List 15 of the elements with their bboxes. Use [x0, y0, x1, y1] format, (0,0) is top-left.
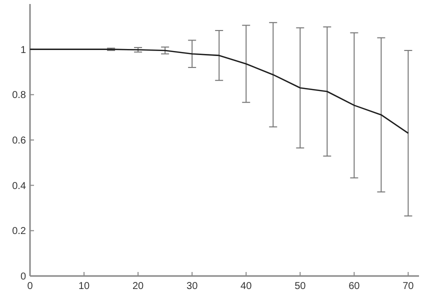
y-tick-label: 0.6 [12, 136, 26, 146]
x-tick-label: 0 [27, 281, 34, 292]
y-tick-label: 0 [20, 272, 26, 282]
x-tick-label: 30 [186, 281, 198, 292]
y-tick-label: 1 [20, 44, 26, 56]
x-tick-label: 20 [132, 281, 144, 292]
x-tick-label: 50 [294, 281, 306, 292]
line-series [29, 48, 409, 134]
x-tick-label: 40 [240, 281, 252, 292]
x-tick-label: 60 [348, 281, 360, 292]
x-tick-label: 70 [402, 281, 414, 292]
y-tick-label: 0.4 [12, 180, 26, 192]
y-tick-label: 0.8 [12, 90, 26, 102]
x-tick-label: 10 [78, 281, 90, 292]
y-tick-label: 0.2 [12, 226, 26, 238]
